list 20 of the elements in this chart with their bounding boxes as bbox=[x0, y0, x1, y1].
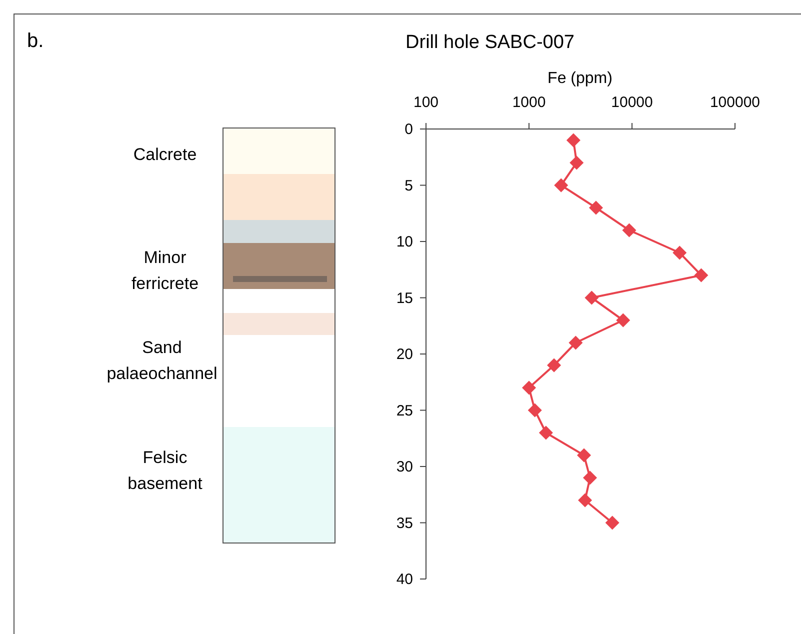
x-tick-label: 1000 bbox=[512, 94, 546, 111]
y-tick-label: 40 bbox=[396, 571, 413, 588]
x-axis-title: Fe (ppm) bbox=[548, 70, 612, 87]
y-tick-label: 10 bbox=[396, 234, 413, 250]
y-tick-label: 0 bbox=[404, 121, 413, 138]
y-tick-label: 5 bbox=[404, 177, 413, 194]
y-tick-label: 20 bbox=[396, 346, 413, 363]
y-tick-label: 25 bbox=[396, 402, 413, 420]
x-tick-label: 10000 bbox=[611, 94, 653, 111]
y-tick-label: 35 bbox=[396, 514, 413, 532]
x-tick-label: 100 bbox=[413, 94, 439, 111]
text: Felsic basement bbox=[128, 448, 203, 493]
text: Minor ferricrete bbox=[131, 248, 199, 293]
y-tick-label: 15 bbox=[396, 290, 413, 307]
text: b. bbox=[27, 30, 44, 52]
x-tick-label: 100000 bbox=[710, 94, 760, 111]
text: Sand palaeochannel bbox=[106, 338, 218, 383]
y-tick-label: 30 bbox=[396, 458, 413, 476]
text: Calcrete bbox=[133, 145, 197, 164]
chart-title: Drill hole SABC-007 bbox=[406, 32, 574, 53]
